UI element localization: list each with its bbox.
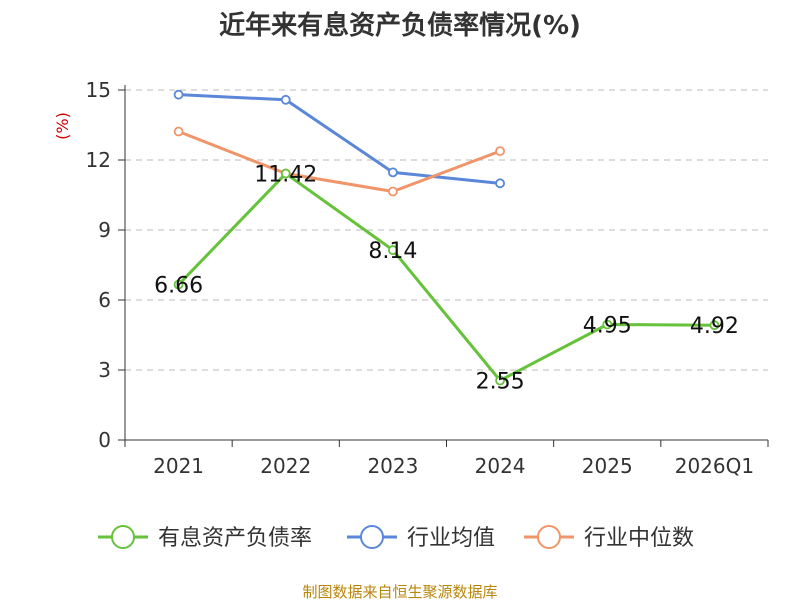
chart-title: 近年来有息资产负债率情况(%) xyxy=(219,10,581,41)
y-tick-label: 9 xyxy=(98,218,111,242)
data-point xyxy=(280,94,291,105)
axes: 0 3 6 9 12 15 2021 2022 2023 2024 2025 2026Q1 xyxy=(86,78,769,478)
x-tick-label: 2021 xyxy=(153,454,204,478)
series-0 xyxy=(173,168,720,386)
data-label: 4.95 xyxy=(583,314,632,339)
data-point xyxy=(388,186,398,197)
data-label: 6.66 xyxy=(154,274,203,299)
y-axis-label: (%) xyxy=(53,112,72,140)
series-line xyxy=(177,172,715,382)
data-label: 2.55 xyxy=(476,370,525,395)
series-line xyxy=(178,130,501,193)
legend-item: 行业均值 xyxy=(347,525,495,551)
data-point xyxy=(495,146,505,157)
x-tick-label: 2022 xyxy=(260,454,311,478)
y-tick-label: 15 xyxy=(86,78,111,102)
data-point xyxy=(495,178,505,189)
data-label: 4.92 xyxy=(690,314,739,339)
x-tick-label: 2023 xyxy=(367,454,418,478)
y-tick-label: 12 xyxy=(86,148,111,172)
legend-label: 行业均值 xyxy=(407,526,495,551)
data-point xyxy=(173,89,184,100)
y-tick-label: 3 xyxy=(98,358,111,382)
data-point xyxy=(280,168,291,179)
source-note: 制图数据来自恒生聚源数据库 xyxy=(302,583,497,600)
data-point xyxy=(495,375,505,386)
legend-item: 有息资产负债率 xyxy=(98,525,312,551)
legend-item: 行业中位数 xyxy=(524,525,694,551)
y-tick-label: 0 xyxy=(98,428,111,452)
data-label: 11.42 xyxy=(254,163,317,188)
x-tick-label: 2025 xyxy=(582,454,633,478)
data-point xyxy=(388,245,398,255)
series-2 xyxy=(173,126,505,197)
data-point xyxy=(388,167,398,178)
series-group xyxy=(173,89,720,386)
x-tick-label: 2026Q1 xyxy=(675,454,754,478)
data-labels: 6.66 11.42 8.14 2.55 4.95 4.92 xyxy=(154,163,739,395)
x-tick-label: 2024 xyxy=(475,454,526,478)
data-point xyxy=(602,319,613,330)
legend-label: 有息资产负债率 xyxy=(158,526,312,551)
grid-lines xyxy=(125,89,768,371)
legend-marker xyxy=(111,525,135,549)
legend-marker xyxy=(360,525,384,549)
data-point xyxy=(709,320,720,331)
data-point xyxy=(173,126,184,137)
series-1 xyxy=(173,89,505,189)
legend-label: 行业中位数 xyxy=(584,526,694,551)
series-line xyxy=(178,93,501,185)
data-point xyxy=(173,279,184,290)
data-label: 8.14 xyxy=(368,239,417,264)
y-tick-label: 6 xyxy=(98,288,111,312)
legend-marker xyxy=(537,525,561,549)
legend: 有息资产负债率 行业均值 行业中位数 xyxy=(98,525,694,551)
